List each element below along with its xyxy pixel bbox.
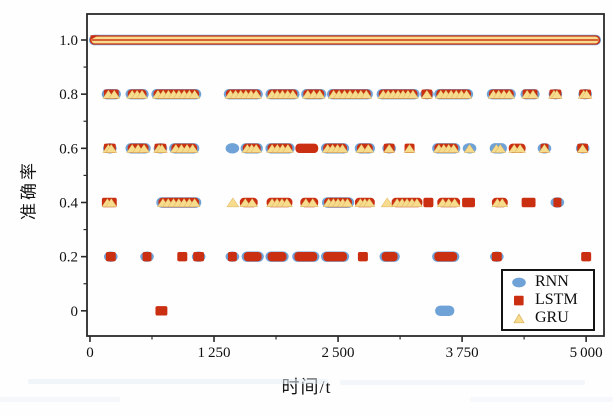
y-tick-label: 1.0 (59, 33, 78, 49)
x-tick-label: 1 250 (198, 345, 231, 361)
lstm-marker (142, 251, 152, 262)
gru-marker (313, 89, 326, 99)
band-center-line (91, 39, 599, 41)
gru-triangle-icon (513, 313, 525, 323)
x-axis-title: 时间/t (281, 377, 332, 397)
x-tick-label: 0 (86, 345, 94, 361)
legend-item-rnn: RNN (510, 273, 589, 291)
y-tick-label: 0.4 (59, 195, 78, 211)
lstm-marker (177, 251, 188, 262)
gru-marker (538, 143, 551, 153)
gru-marker (447, 143, 460, 153)
lstm-marker (267, 251, 287, 262)
scan-artifact-strip (340, 380, 585, 385)
gru-marker (403, 143, 416, 153)
gru-marker (188, 198, 201, 207)
gru-marker (226, 197, 240, 208)
gru-marker (410, 198, 423, 207)
gru-marker (550, 89, 563, 99)
gru-marker (503, 89, 516, 99)
gru-marker (186, 143, 199, 153)
gru-marker (250, 143, 263, 153)
gru-marker (362, 143, 375, 153)
band-left-wedge (90, 35, 99, 40)
gru-marker (580, 89, 593, 99)
lstm-marker (295, 143, 319, 154)
lstm-marker (105, 251, 116, 262)
y-tick-label: 0 (71, 304, 79, 320)
gru-marker (420, 89, 433, 99)
lstm-marker (423, 197, 434, 208)
gru-marker (136, 89, 149, 99)
gru-marker (336, 143, 349, 153)
gru-marker (105, 198, 118, 207)
y-tick-label: 0.2 (59, 250, 78, 266)
gru-marker (281, 143, 294, 153)
gru-marker (576, 143, 589, 153)
x-tick-label: 2 500 (322, 345, 355, 361)
lstm-marker (553, 197, 562, 208)
lstm-square-icon (514, 295, 524, 305)
gru-marker (494, 143, 507, 153)
scan-artifact-strip (0, 397, 120, 402)
gru-marker (383, 143, 396, 153)
gru-marker (286, 89, 299, 99)
lstm-marker (357, 251, 368, 262)
rnn-marker (225, 143, 240, 154)
x-tick-label: 5 000 (570, 345, 603, 361)
gru-marker (246, 198, 259, 207)
gru-marker (280, 198, 293, 207)
gru-marker (138, 143, 150, 153)
lstm-marker (581, 251, 592, 262)
legend-item-lstm: LSTM (510, 291, 589, 309)
legend: RNN LSTM GRU (501, 269, 595, 331)
lstm-marker (294, 251, 318, 262)
gru-marker (188, 89, 201, 99)
gru-marker (496, 198, 509, 207)
gru-marker (250, 89, 263, 99)
lstm-marker (462, 197, 475, 208)
legend-label-gru: GRU (535, 309, 569, 326)
lstm-marker (243, 251, 262, 262)
y-tick-label: 0.6 (59, 141, 78, 157)
scan-artifact-strip (28, 379, 328, 384)
gru-marker (460, 89, 473, 99)
lstm-marker (521, 197, 536, 208)
lstm-marker (227, 251, 237, 262)
lstm-marker (155, 306, 168, 316)
y-axis-title: 准确率 (19, 160, 39, 220)
gru-marker (448, 198, 461, 207)
gru-marker (306, 198, 319, 207)
gru-marker (341, 198, 354, 207)
gru-marker (406, 89, 419, 99)
gru-marker (363, 198, 376, 207)
lstm-marker (323, 251, 347, 262)
gru-marker (463, 143, 476, 153)
lstm-marker (491, 251, 502, 262)
rnn-circle-icon (512, 277, 526, 287)
lstm-marker (381, 251, 398, 262)
legend-label-lstm: LSTM (535, 291, 578, 308)
gru-marker (108, 89, 121, 99)
gru-marker (380, 197, 394, 208)
x-tick-label: 3 750 (446, 345, 479, 361)
lstm-marker (193, 251, 205, 262)
scan-artifact-strip (470, 397, 613, 402)
gru-marker (105, 143, 118, 153)
gru-marker (514, 143, 527, 153)
gru-marker (360, 89, 373, 99)
gru-marker (527, 89, 539, 99)
gru-marker (155, 143, 168, 153)
lstm-marker (434, 251, 458, 262)
legend-item-gru: GRU (510, 309, 589, 327)
y-tick-label: 0.8 (59, 87, 78, 103)
rnn-marker (435, 305, 455, 317)
legend-label-rnn: RNN (535, 273, 569, 290)
